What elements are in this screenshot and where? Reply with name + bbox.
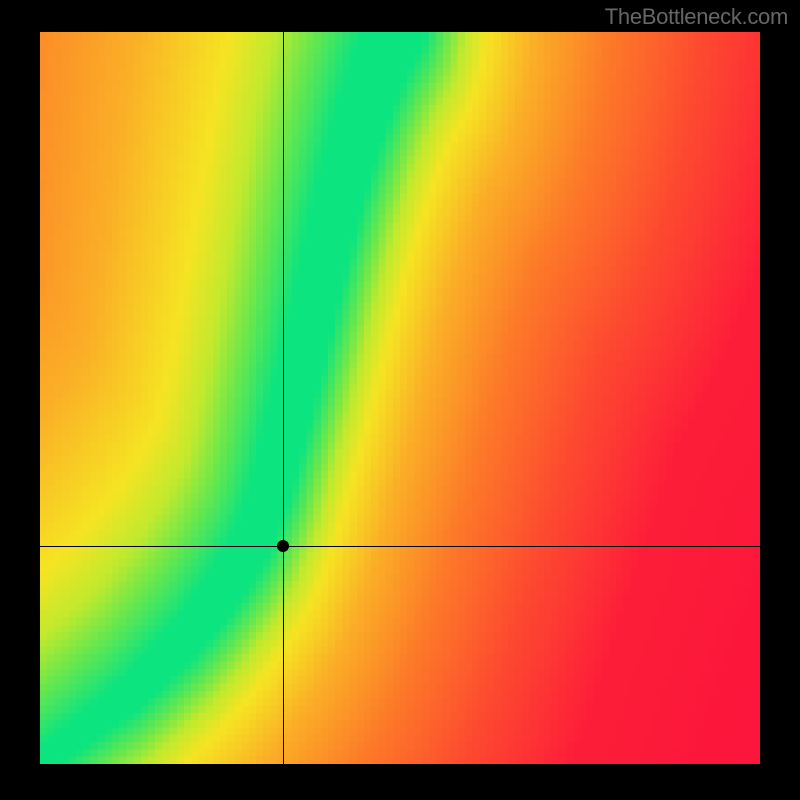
crosshair-horizontal <box>40 546 760 547</box>
plot-area <box>40 32 760 764</box>
watermark-text: TheBottleneck.com <box>605 4 788 30</box>
data-point-marker <box>277 540 289 552</box>
heatmap-canvas <box>40 32 760 764</box>
crosshair-vertical <box>283 32 284 764</box>
